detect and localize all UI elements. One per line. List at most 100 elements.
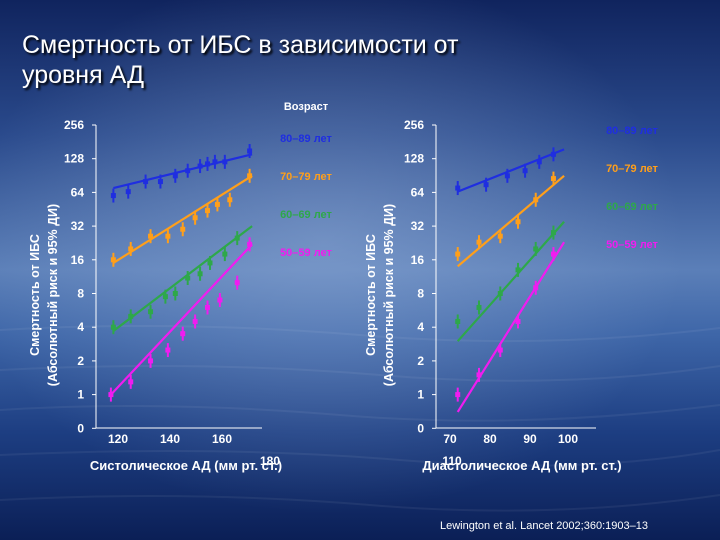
data-point [148,358,154,364]
data-point [180,331,186,337]
data-point [455,318,461,324]
data-point [234,235,240,241]
data-point [533,197,539,203]
right-x-tick-label: 100 [558,432,578,446]
left-xlabel: Систолическое АД (мм рт. ст.) [90,458,282,473]
data-point [205,304,211,310]
left-y-tick-label: 32 [71,219,85,233]
data-point [207,260,213,266]
fit-line [112,174,253,264]
left-x-ticks: 120 140 160 180 [108,432,280,468]
data-point [497,347,503,353]
data-point [148,233,154,239]
fit-line [113,153,253,190]
left-x-tick-label: 180 [260,454,280,468]
data-point [455,251,461,257]
data-point [197,271,203,277]
left-y-ticks: 256 128 64 32 16 8 4 2 1 0 [64,118,96,435]
left-y-tick-label: 256 [64,118,84,132]
left-y-tick-label: 1 [77,388,84,402]
data-point [222,159,228,165]
citation: Lewington et al. Lancet 2002;360:1903–13 [440,520,648,532]
data-point [536,159,542,165]
right-y-tick-label: 8 [417,287,424,301]
right-y-tick-label: 64 [411,185,425,199]
fit-line [457,174,565,268]
left-series [108,143,253,402]
data-point [185,168,191,174]
data-point [212,159,218,165]
data-point [165,347,171,353]
data-point [157,179,163,185]
data-point [125,189,131,195]
data-point [172,291,178,296]
right-x-ticks: 70 80 90 100 110 [442,432,578,468]
data-point [455,392,461,398]
right-legend: 80–89 лет 70–79 лет 60–69 лет 50–59 лет [606,125,658,251]
fit-line [456,221,565,342]
right-y-tick-label: 1 [417,388,424,402]
legend-entry: 80–89 лет [606,125,658,137]
data-point [533,285,539,291]
data-point [515,219,521,225]
right-series [455,147,566,413]
data-point [476,304,482,310]
data-point [550,176,556,182]
right-x-tick-label: 110 [442,454,462,468]
data-point [247,148,253,154]
left-y-tick-label: 4 [77,320,84,334]
right-y-tick-label: 32 [411,219,425,233]
data-point [205,161,211,167]
legend-entry: 60–69 лет [280,209,332,221]
data-point [476,239,482,245]
data-point [217,297,223,303]
right-y-tick-label: 4 [417,320,424,334]
data-point [504,173,510,179]
left-legend: 80–89 лет 70–79 лет 60–69 лет 50–59 лет [280,133,332,259]
data-point [476,372,482,378]
data-point [550,251,556,257]
left-y-tick-label: 16 [71,253,85,267]
data-point [247,241,253,247]
data-point [172,173,178,179]
legend-title: Возраст [284,101,329,113]
data-point [180,226,186,232]
left-chart: 256 128 64 32 16 8 4 2 1 0 120 140 160 180 Смертност… [28,101,333,473]
left-x-tick-label: 140 [160,432,180,446]
data-point [143,179,149,185]
data-point [110,257,116,263]
right-y-tick-label: 2 [417,354,424,368]
data-point [234,280,240,286]
left-y-tick-label: 64 [71,185,85,199]
data-point [205,208,211,214]
data-point [148,309,154,315]
data-point [222,251,228,257]
legend-entry: 80–89 лет [280,133,332,145]
left-y-tick-label: 128 [64,152,84,166]
legend-entry: 70–79 лет [606,163,658,175]
data-point [128,246,134,252]
left-y-tick-label: 2 [77,354,84,368]
right-xlabel: Диастолическое АД (мм рт. ст.) [422,458,621,473]
data-point [128,379,134,385]
right-y-tick-label: 16 [411,253,425,267]
data-point [247,173,253,179]
data-point [550,230,556,236]
data-point [497,291,503,296]
right-x-tick-label: 80 [483,432,497,446]
data-point [192,215,198,221]
legend-entry: 60–69 лет [606,201,658,213]
data-point [128,313,134,319]
right-ylabel-line2: (Абсолютный риск и 95% ДИ) [382,204,396,386]
data-point [483,182,489,188]
right-x-tick-label: 70 [443,432,457,446]
data-point [515,318,521,324]
right-y-tick-label: 0 [417,421,424,435]
left-x-tick-label: 160 [212,432,232,446]
data-point [497,233,503,239]
right-y-tick-label: 128 [404,152,424,166]
data-point [110,193,116,199]
data-point [550,151,556,157]
